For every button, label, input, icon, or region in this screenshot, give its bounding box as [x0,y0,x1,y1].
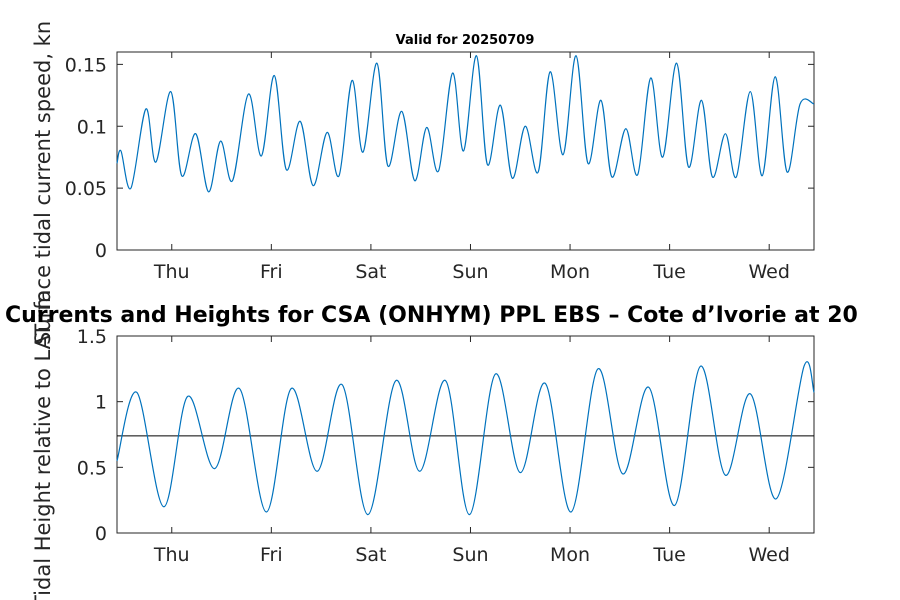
height-ylabel: Tidal Height relative to LAT, m [31,290,55,600]
current-ytick-label: 0.15 [65,54,107,76]
height-xtick-label: Thu [153,544,190,566]
current-speed-chart: Valid for 20250709 0 0.05 0.1 0.15 Thu Fri Sat… [31,21,815,345]
current-xtick-label: Tue [652,261,685,283]
current-ytick-label: 0.05 [65,178,107,200]
height-xtick-label: Fri [260,544,283,566]
current-xtick-label: Sun [452,261,488,283]
height-ticks: 0 0.5 1 1.5 Thu Fri Sat Sun Mon Tue Wed [77,326,814,566]
current-axes [116,51,815,251]
height-ytick-label: 0.5 [77,457,107,479]
tidal-height-line [116,361,815,516]
current-ytick-label: 0 [95,240,107,262]
current-speed-line [116,55,815,193]
height-ytick-label: 1.5 [77,326,107,348]
current-ylabel: Surface tidal current speed, kn [31,21,55,345]
height-xtick-label: Sat [355,544,386,566]
height-chart-title: Currents and Heights for CSA (ONHYM) PPL… [5,303,858,328]
height-xtick-label: Tue [652,544,685,566]
height-ytick-label: 0 [95,523,107,545]
height-xtick-label: Wed [748,544,789,566]
current-xtick-label: Wed [748,261,789,283]
current-xtick-label: Mon [550,261,590,283]
current-xtick-label: Thu [153,261,190,283]
height-xtick-label: Mon [550,544,590,566]
tidal-height-chart: Currents and Heights for CSA (ONHYM) PPL… [5,290,858,600]
current-ticks: 0 0.05 0.1 0.15 Thu Fri Sat Sun Mon Tue Wed [65,52,814,283]
height-axes [116,335,815,534]
height-xtick-label: Sun [452,544,488,566]
current-xtick-label: Sat [355,261,386,283]
height-ytick-label: 1 [95,392,107,414]
current-chart-title: Valid for 20250709 [396,33,535,48]
current-ytick-label: 0.1 [77,116,107,138]
current-xtick-label: Fri [260,261,283,283]
